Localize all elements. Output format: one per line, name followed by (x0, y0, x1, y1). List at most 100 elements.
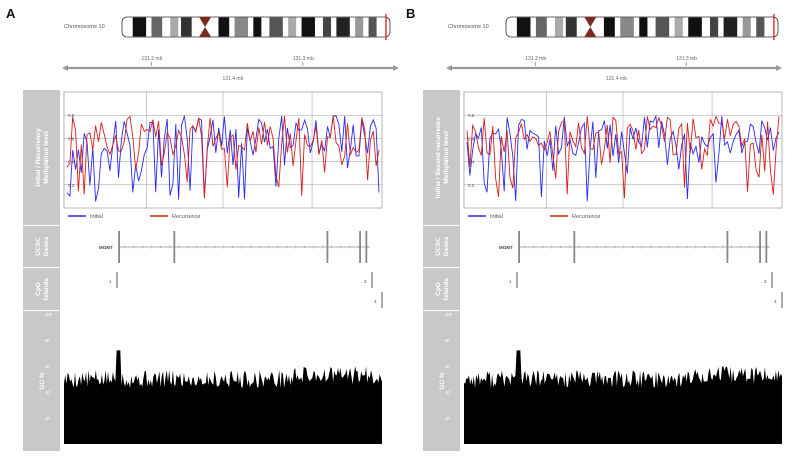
gene-strand-arrow (222, 245, 226, 249)
gc-tick-label: 80 (45, 338, 50, 343)
panel-a: A Chromosome 10 131.2 mb 131.3 mb 131.4 mb In… (6, 6, 399, 451)
panel-letter: B (406, 6, 415, 21)
scale-arrow-left (62, 65, 68, 71)
methylation-legend: Initial Recurrence (468, 214, 600, 220)
gene-strand-arrow (132, 245, 136, 249)
track-label-line: UCSC (35, 237, 42, 256)
methylation-tick-label: 0.2 (468, 183, 475, 188)
ideogram-band (151, 17, 163, 37)
ideogram-band (170, 17, 179, 37)
genomic-scale: 131.2 mb 131.3 mb 131.4 mb (446, 56, 782, 82)
cpg-island-label: 3 (374, 299, 377, 304)
ideogram-band (620, 17, 634, 37)
gene-strand-arrow (685, 245, 689, 249)
gene-name: MGMT (499, 245, 513, 250)
gc-area (464, 350, 782, 444)
gene-strand-arrow (312, 245, 316, 249)
methylation-legend: Initial Recurrence (68, 214, 200, 220)
gene-strand-arrow (739, 245, 743, 249)
genes-track-label-bg (23, 226, 60, 267)
series-recurrence (66, 115, 380, 199)
methylation-tick-label: 0.8 (68, 113, 75, 118)
cpg-island-label: 1 (109, 279, 112, 284)
cpg-island-label: 2 (764, 279, 767, 284)
methylation-track-label-bg (23, 90, 60, 225)
gene-strand-arrow (766, 245, 770, 249)
gene-strand-arrow (195, 245, 199, 249)
gene-strand-arrow (703, 245, 707, 249)
gene-strand-arrow (258, 245, 262, 249)
gene-strand-arrow (231, 245, 235, 249)
gc-tick-label: 100 (445, 312, 453, 317)
methylation-tick-label: 0.4 (68, 160, 75, 165)
ideogram-band (288, 17, 297, 37)
track-label-line: Genes (43, 236, 50, 256)
scale-center-label: 131.4 mb (606, 76, 627, 82)
gene-strand-arrow (550, 245, 554, 249)
gene-strand-arrow (532, 245, 536, 249)
genomic-scale: 131.2 mb 131.3 mb 131.4 mb (62, 56, 399, 82)
gc-track: 100 80 60 40 20 (445, 312, 782, 444)
scale-arrow-right (776, 65, 782, 71)
gene-strand-arrow (595, 245, 599, 249)
gene-strand-arrow (267, 245, 271, 249)
ideogram-band (253, 17, 262, 37)
gene-strand-arrow (667, 245, 671, 249)
gc-track-label: GC % (439, 372, 446, 390)
ideogram-band (180, 17, 192, 37)
gene-strand-arrow (177, 245, 181, 249)
gene-strand-arrow (649, 245, 653, 249)
gene-strand-arrow (168, 245, 172, 249)
gene-strand-arrow (568, 245, 572, 249)
gene-exon (173, 231, 176, 263)
cpg-track: 1 2 3 (509, 272, 783, 308)
cpg-track-label-bg (423, 268, 460, 310)
gc-track-label: GC % (39, 372, 46, 390)
ideogram-band (756, 17, 765, 37)
scale-arrow-right (393, 65, 399, 71)
ideogram-band (355, 17, 364, 37)
gc-tick-label: 80 (445, 338, 450, 343)
track-label-line: UCSC (435, 237, 442, 256)
gene-strand-arrow (186, 245, 190, 249)
ideogram-band (368, 17, 377, 37)
series-initial (466, 114, 780, 202)
track-label-line: Initial / Recurrency (35, 128, 42, 187)
gene-strand-arrow (249, 245, 253, 249)
ideogram-band (336, 17, 350, 37)
methylation-track-label: Initial / Second recurrence Methylation l… (435, 116, 450, 198)
gene-exon (326, 231, 329, 263)
cpg-track-label-bg (23, 268, 60, 310)
track-label-line: GC % (439, 372, 446, 390)
gene-name: MGMT (99, 245, 113, 250)
gc-track: 100 80 60 40 20 (45, 312, 382, 444)
ideogram-band (688, 17, 702, 37)
gene-strand-arrow (622, 245, 626, 249)
ideogram-band (710, 17, 719, 37)
track-label-line: Islands (43, 277, 50, 300)
gene-strand-arrow (213, 245, 217, 249)
gene-strand-arrow (159, 245, 163, 249)
gc-tick-label: 60 (45, 364, 50, 369)
ideogram-band (603, 17, 615, 37)
gene-exon (518, 231, 520, 263)
gene-strand-arrow (366, 245, 370, 249)
gene-strand-arrow (658, 245, 662, 249)
gene-strand-arrow (631, 245, 635, 249)
methylation-plot: 0.80.60.40.2 (463, 91, 783, 209)
gene-strand-arrow (276, 245, 280, 249)
ideogram-band (742, 17, 751, 37)
track-label-line: CpG (35, 282, 42, 296)
gene-strand-arrow (321, 245, 325, 249)
chromosome-ideogram (121, 14, 391, 40)
gene-exon (759, 231, 761, 263)
centromere (199, 17, 212, 37)
gene-strand-arrow (676, 245, 680, 249)
gc-tick-label: 20 (45, 416, 50, 421)
chromosome-ideogram (505, 14, 779, 40)
ideogram-band (535, 17, 547, 37)
gene-strand-arrow (577, 245, 581, 249)
cpg-track: 1 2 3 (109, 272, 383, 308)
gene-exon (573, 231, 576, 263)
